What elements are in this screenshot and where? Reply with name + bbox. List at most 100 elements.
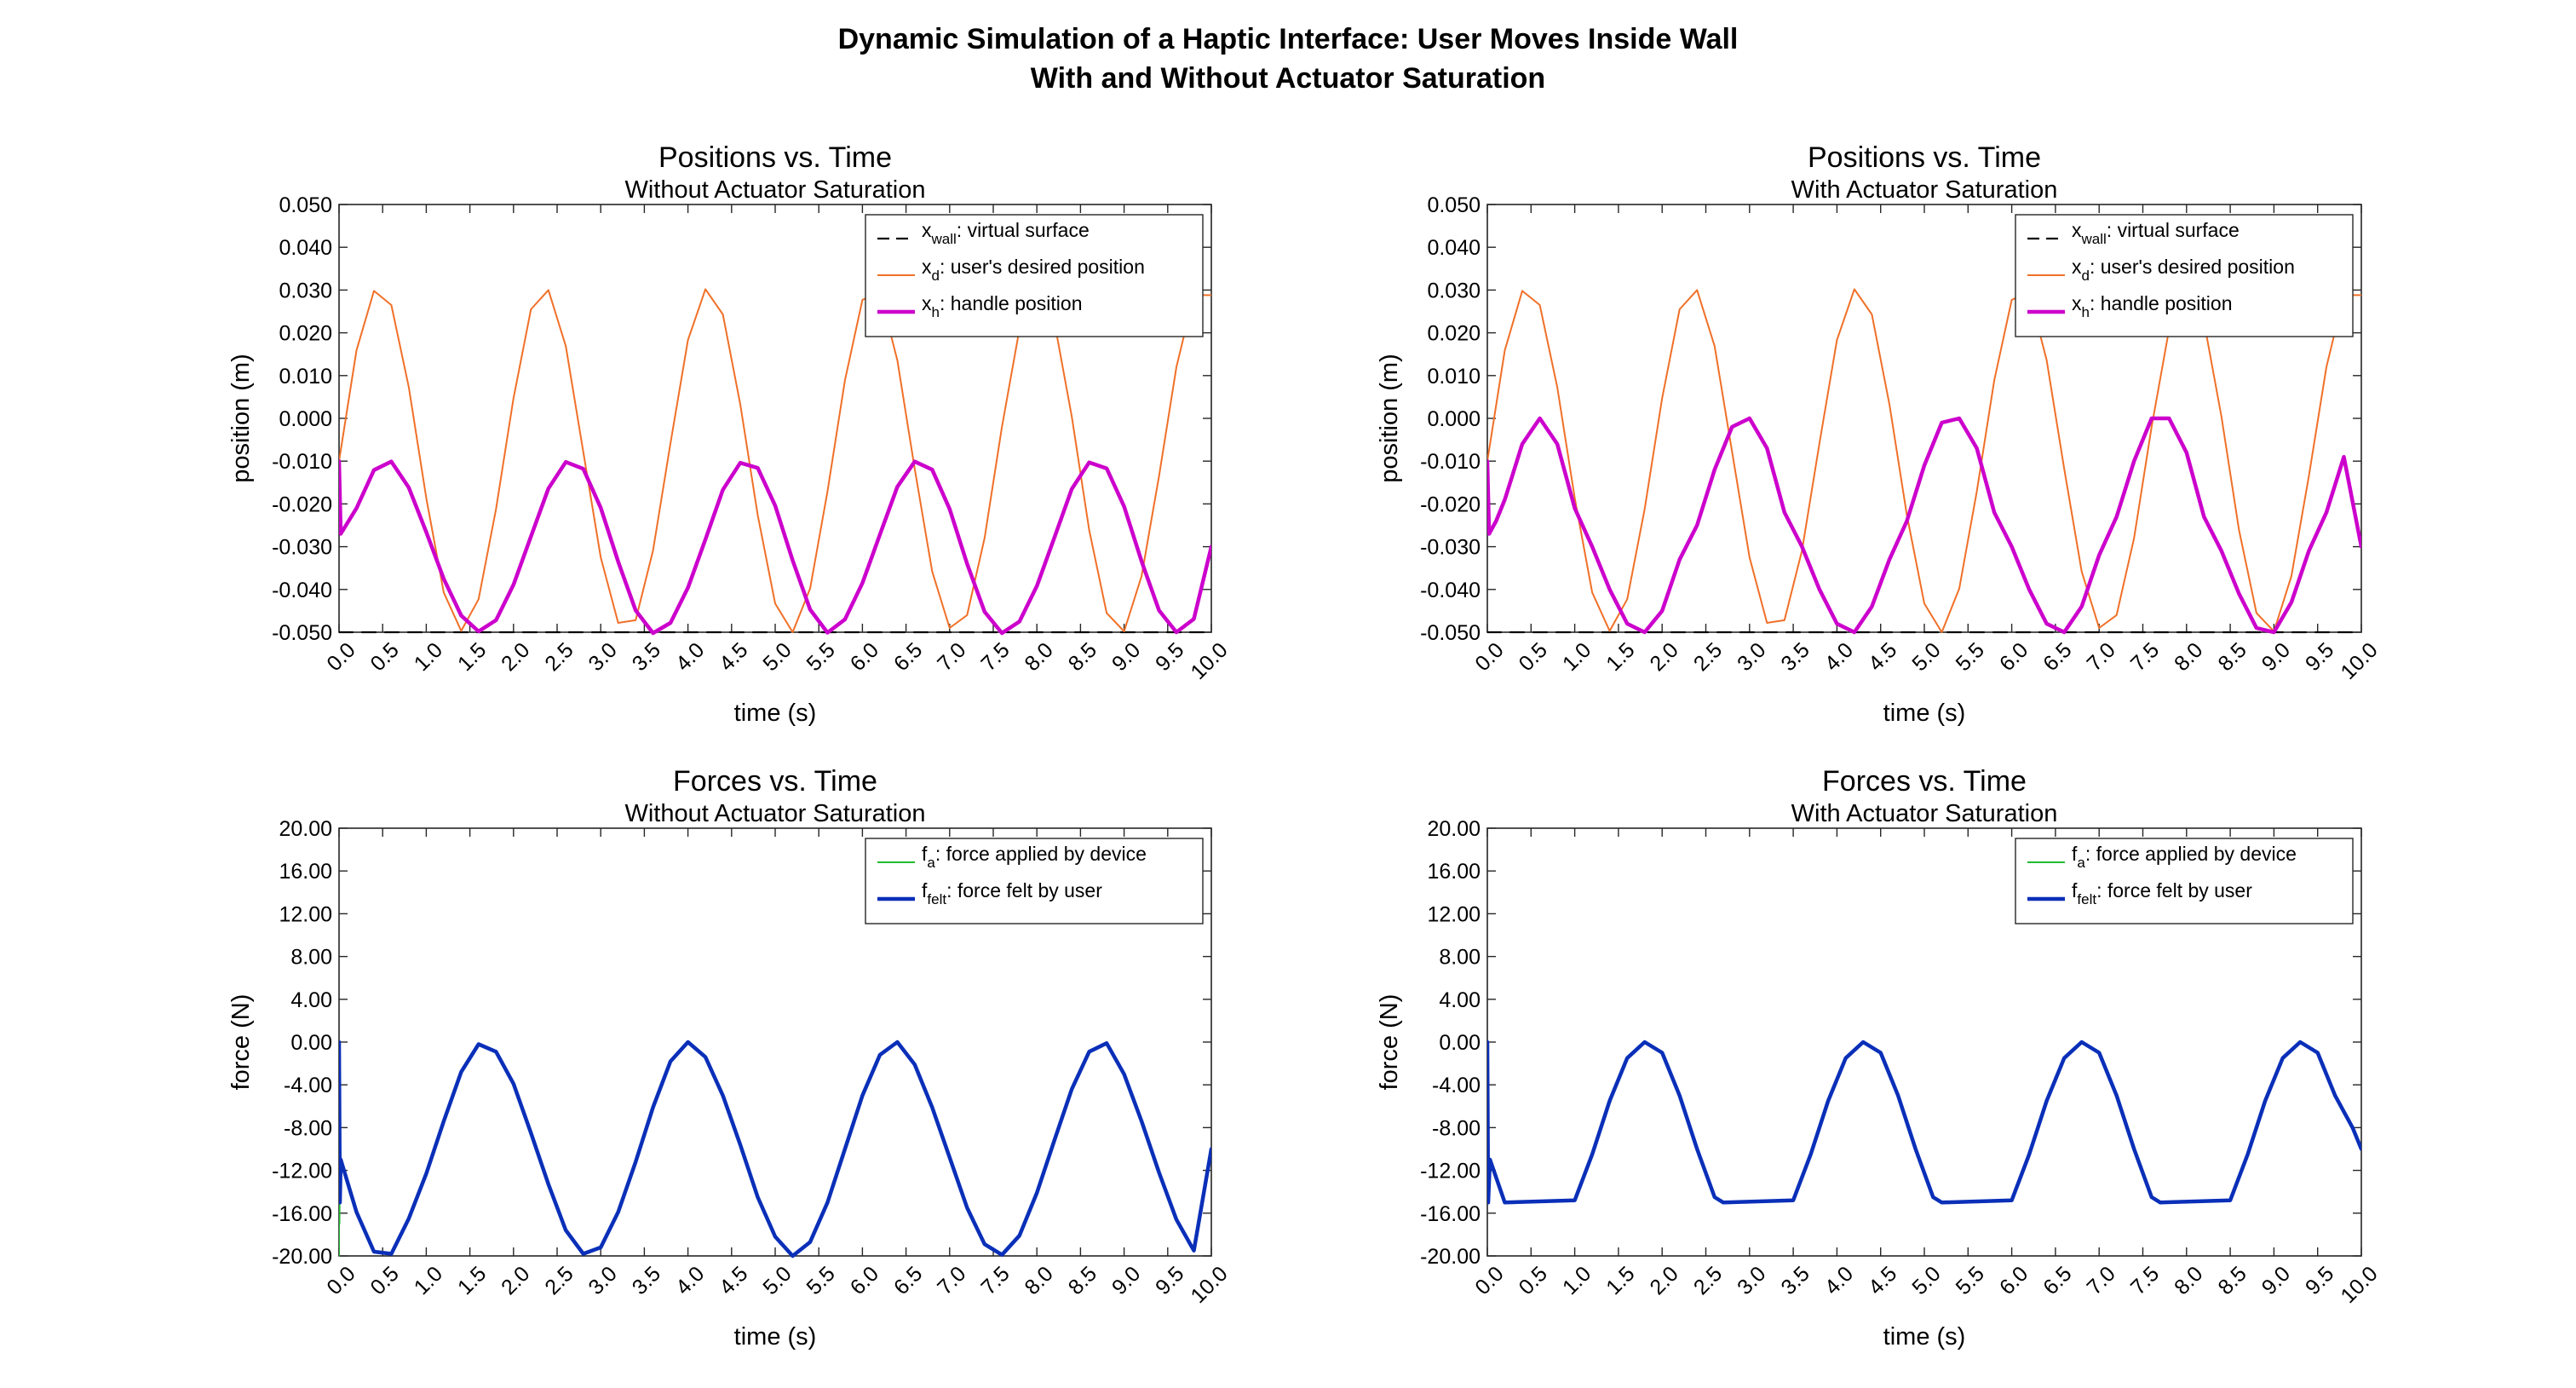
x-tick-label: 5.5 — [1952, 1262, 1989, 1299]
series-line-3 — [1487, 416, 2361, 635]
x-tick-label: 7.0 — [933, 638, 970, 676]
x-tick-label: 1.5 — [453, 638, 491, 676]
x-tick-label: 3.0 — [1733, 1262, 1770, 1299]
x-tick-label: 4.5 — [1864, 638, 1901, 676]
x-tick-label: 8.5 — [2213, 1262, 2251, 1299]
y-tick-label: 0.00 — [290, 1031, 332, 1055]
legend-entry: xd: user's desired position — [922, 256, 1145, 284]
x-tick-label: 8.5 — [1064, 638, 1101, 676]
x-tick-label: 3.5 — [1776, 1262, 1814, 1299]
x-tick-label: 10.0 — [2336, 638, 2382, 684]
y-tick-label: -12.00 — [1420, 1160, 1481, 1184]
x-tick-label: 6.5 — [2038, 638, 2076, 676]
x-axis-label: time (s) — [1883, 700, 1966, 727]
x-tick-label: 1.0 — [1558, 1262, 1596, 1299]
x-tick-label: 9.0 — [2257, 1262, 2295, 1299]
x-tick-label: 8.5 — [1064, 1262, 1101, 1299]
y-tick-label: -4.00 — [284, 1074, 332, 1097]
legend: xwall: virtual surface xd: user's desired… — [2015, 214, 2354, 337]
y-axis-label: force (N) — [1376, 994, 1403, 1091]
x-tick-label: 8.0 — [2170, 638, 2207, 676]
x-axis-label: time (s) — [734, 1323, 817, 1351]
series-group — [1487, 1040, 2361, 1205]
x-tick-label: 5.5 — [1952, 638, 1989, 676]
x-tick-label: 9.0 — [1107, 638, 1145, 676]
x-tick-label: 9.0 — [2257, 638, 2295, 676]
y-tick-label: -20.00 — [1420, 1245, 1481, 1269]
y-tick-label: -0.020 — [272, 492, 332, 516]
y-tick-label: -16.00 — [1420, 1202, 1481, 1226]
y-tick-label: -12.00 — [272, 1160, 332, 1184]
legend: xwall: virtual surface xd: user's desired… — [865, 214, 1204, 337]
x-tick-label: 7.5 — [2126, 1262, 2164, 1299]
x-tick-label: 6.5 — [2038, 1262, 2076, 1299]
x-tick-label: 3.5 — [628, 1262, 665, 1299]
x-tick-label: 1.0 — [410, 638, 447, 676]
series-group — [1487, 288, 2361, 635]
y-tick-label: -0.030 — [1420, 536, 1481, 560]
y-tick-label: -0.050 — [272, 621, 332, 645]
x-tick-label: 6.0 — [1995, 638, 2033, 676]
x-tick-label: 10.0 — [2336, 1262, 2382, 1308]
x-tick-label: 2.5 — [1689, 638, 1727, 676]
x-axis-label: time (s) — [1883, 1323, 1966, 1351]
series-group — [339, 288, 1211, 636]
x-tick-label: 7.5 — [976, 1262, 1014, 1299]
y-tick-label: 0.010 — [279, 365, 332, 389]
x-tick-label: 5.5 — [802, 638, 840, 676]
x-tick-label: 10.0 — [1186, 1262, 1232, 1308]
y-tick-label: -16.00 — [272, 1202, 332, 1226]
y-tick-label: 20.00 — [279, 817, 332, 841]
x-tick-label: 8.0 — [1021, 1262, 1058, 1299]
x-tick-label: 3.5 — [628, 638, 665, 676]
series-line-2 — [339, 288, 1211, 633]
chart-subtitle: With Actuator Saturation — [1791, 176, 2058, 204]
x-tick-label: 6.0 — [846, 638, 883, 676]
y-tick-label: -0.030 — [272, 536, 332, 560]
y-tick-label: 0.000 — [1427, 407, 1481, 431]
y-tick-label: -8.00 — [284, 1116, 332, 1140]
x-tick-label: 9.0 — [1107, 1262, 1145, 1299]
y-tick-label: 4.00 — [1439, 988, 1481, 1012]
x-tick-label: 4.5 — [715, 638, 752, 676]
x-tick-label: 8.5 — [2213, 638, 2251, 676]
x-tick-label: 2.0 — [497, 1262, 534, 1299]
legend-entry: xwall: virtual surface — [922, 219, 1090, 247]
x-tick-label: 2.5 — [1689, 1262, 1727, 1299]
chart-title: Positions vs. Time — [658, 141, 892, 174]
x-tick-label: 6.5 — [889, 1262, 927, 1299]
y-tick-label: -0.050 — [1420, 621, 1481, 645]
chart-title: Forces vs. Time — [673, 765, 877, 798]
x-tick-label: 0.5 — [1515, 1262, 1552, 1299]
legend-entry: xh: handle position — [2072, 292, 2232, 320]
x-tick-label: 2.0 — [1646, 1262, 1683, 1299]
x-tick-label: 9.5 — [1151, 1262, 1188, 1299]
x-tick-label: 10.0 — [1186, 638, 1232, 684]
y-tick-label: 20.00 — [1427, 817, 1481, 841]
y-tick-label: -0.020 — [1420, 492, 1481, 516]
legend-entry: xwall: virtual surface — [2072, 219, 2240, 247]
legend-box — [2015, 214, 2354, 337]
x-tick-label: 5.0 — [1907, 638, 1945, 676]
x-axis-label: time (s) — [734, 700, 817, 727]
x-tick-label: 4.0 — [1820, 638, 1858, 676]
y-tick-label: 0.040 — [279, 236, 332, 260]
legend-box — [2015, 838, 2354, 924]
y-tick-label: 16.00 — [279, 860, 332, 884]
x-tick-label: 7.0 — [2083, 638, 2120, 676]
legend-entry: fa: force applied by device — [922, 843, 1147, 871]
y-tick-label: 0.000 — [279, 407, 332, 431]
y-tick-label: 0.020 — [1427, 322, 1481, 346]
series-line-2 — [339, 1040, 1211, 1258]
series-line-3 — [339, 458, 1211, 636]
y-tick-label: -0.010 — [272, 450, 332, 474]
legend-entry: xh: handle position — [922, 292, 1082, 320]
y-tick-label: -0.040 — [272, 579, 332, 602]
y-tick-label: 0.040 — [1427, 236, 1481, 260]
x-tick-label: 5.0 — [758, 1262, 796, 1299]
